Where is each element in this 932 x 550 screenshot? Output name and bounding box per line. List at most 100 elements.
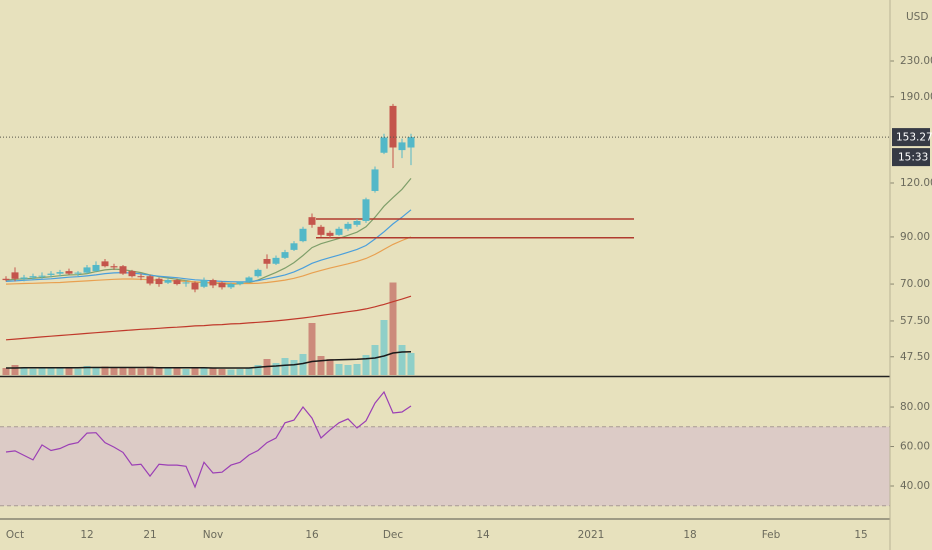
x-tick-label: Nov: [203, 529, 224, 541]
volume-bar: [101, 366, 109, 375]
volume-bar: [146, 366, 154, 375]
volume-ma-line: [6, 351, 412, 369]
volume-bar: [155, 368, 163, 375]
candle-body: [200, 280, 208, 287]
x-tick-label: Dec: [383, 529, 404, 541]
y-tick-label: 40.00: [900, 480, 930, 492]
volume-bar: [245, 368, 253, 375]
volume-bar: [191, 367, 199, 375]
y-tick-label: 47.50: [900, 351, 930, 363]
volume-bar: [11, 365, 19, 375]
candle-body: [398, 142, 406, 151]
candle-body: [308, 217, 316, 225]
candle-body: [38, 275, 46, 277]
candle-body: [317, 226, 325, 235]
volume-bar: [218, 369, 226, 375]
y-tick-label: 90.00: [900, 231, 930, 243]
candle-body: [407, 137, 415, 148]
volume-bar: [38, 367, 46, 375]
moving-average-line: [5, 236, 412, 285]
volume-bar: [326, 359, 334, 375]
candle-body: [371, 169, 379, 191]
candle-body: [101, 261, 109, 267]
volume-bar: [29, 368, 37, 375]
volume-bar: [47, 368, 55, 375]
y-tick-label: 70.00: [900, 278, 930, 290]
last-price-label: 153.27: [896, 132, 932, 144]
moving-average-line: [5, 209, 412, 283]
volume-bar: [2, 368, 10, 375]
candle-body: [110, 266, 118, 268]
candle-body: [389, 105, 397, 148]
candle-body: [128, 271, 136, 277]
candle-body: [380, 137, 388, 153]
currency-label: USD: [906, 11, 928, 23]
volume-bar: [92, 367, 100, 375]
volume-bar: [272, 363, 280, 375]
volume-bar: [299, 354, 307, 375]
candle-body: [56, 272, 64, 274]
x-tick-label: 2021: [578, 529, 605, 541]
volume-bar: [128, 367, 136, 375]
x-tick-label: 16: [305, 529, 319, 541]
candle-body: [254, 269, 262, 277]
volume-bar: [335, 364, 343, 375]
volume-bar: [56, 368, 64, 375]
band: [0, 426, 890, 506]
volume-bar: [182, 369, 190, 375]
x-tick-label: Feb: [762, 529, 781, 541]
candle-body: [182, 282, 190, 284]
candle-body: [236, 281, 244, 285]
candle-body: [191, 282, 199, 290]
moving-average-line: [5, 295, 412, 341]
volume-bar: [200, 368, 208, 375]
volume-bar: [362, 355, 370, 375]
countdown-label: 15:33: [898, 152, 928, 164]
candle-body: [272, 257, 280, 264]
volume-bar: [290, 360, 298, 375]
candle-body: [245, 277, 253, 282]
y-tick-label: 60.00: [900, 441, 930, 453]
volume-bar: [83, 366, 91, 375]
volume-bar: [236, 369, 244, 375]
volume-bar: [317, 356, 325, 375]
volume-bar: [119, 367, 127, 375]
volume-bar: [227, 369, 235, 375]
x-tick-label: 12: [80, 529, 93, 541]
volume-bar: [344, 365, 352, 375]
candle-body: [326, 232, 334, 236]
rsi-line: [5, 390, 412, 489]
candle-body: [146, 276, 154, 284]
candle-body: [20, 277, 28, 279]
volume-bar: [173, 368, 181, 375]
volume-bar: [74, 368, 82, 375]
candle-body: [335, 228, 343, 235]
candle-body: [47, 273, 55, 275]
volume-bar: [407, 353, 415, 375]
candle-body: [137, 276, 145, 278]
volume-bar: [380, 320, 388, 375]
x-tick-label: 14: [476, 529, 490, 541]
volume-bar: [20, 367, 28, 375]
candle-body: [119, 266, 127, 274]
y-tick-label: 80.00: [900, 401, 930, 413]
volume-bar: [353, 364, 361, 375]
candle-body: [218, 282, 226, 288]
candle-body: [92, 264, 100, 272]
volume-bar: [254, 365, 262, 375]
countdown-box: [892, 148, 930, 167]
y-tick-label: 57.50: [900, 315, 930, 327]
y-tick-label: 120.00: [900, 177, 932, 189]
x-tick-label: 18: [683, 529, 696, 541]
candle-body: [155, 278, 163, 285]
candle-body: [209, 280, 217, 286]
candle-body: [353, 220, 361, 225]
candle-body: [263, 259, 271, 264]
volume-bar: [281, 358, 289, 375]
x-tick-label: Oct: [6, 529, 24, 541]
volume-bar: [164, 368, 172, 375]
volume-bar: [398, 345, 406, 375]
candle-body: [299, 228, 307, 242]
candle-body: [362, 199, 370, 221]
